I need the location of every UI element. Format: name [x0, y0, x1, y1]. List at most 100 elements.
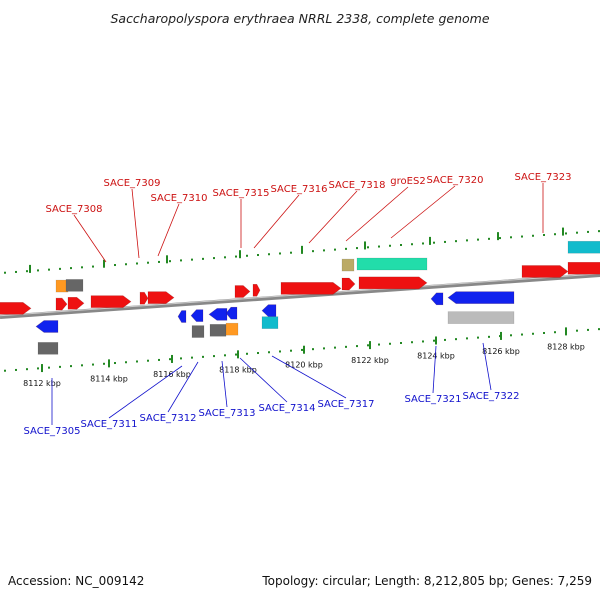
- map-title: Saccharopolyspora erythraea NRRL 2338, c…: [110, 11, 489, 26]
- scale-tick-label: 8126 kbp: [482, 347, 520, 356]
- forward-gene-arrow: [358, 276, 428, 290]
- label-connector: [308, 190, 358, 244]
- scale-dot-top: [532, 234, 534, 237]
- scale-dot-top: [444, 240, 446, 243]
- scale-dot-top: [521, 235, 523, 238]
- scale-dot-bottom: [180, 357, 182, 360]
- scale-dot-bottom: [389, 342, 391, 345]
- scale-dot-top: [26, 270, 28, 273]
- label-connector: [482, 342, 492, 391]
- forward-gene-arrow: [67, 296, 85, 310]
- scale-dot-top: [213, 257, 215, 260]
- scale-dot-top: [158, 260, 160, 263]
- scale-dot-top: [37, 269, 39, 272]
- reverse-gene-arrow: [190, 309, 204, 322]
- scale-dot-top: [136, 262, 138, 265]
- label-connector: [390, 185, 456, 239]
- cyan-gene-box: [261, 316, 279, 329]
- scale-dot-top: [312, 250, 314, 253]
- gene-label-top: SACE_7310: [151, 193, 208, 204]
- scale-dot-top: [191, 258, 193, 261]
- label-connector: [271, 355, 347, 399]
- scale-dot-bottom: [356, 345, 358, 348]
- gene-label-top: SACE_7309: [104, 178, 161, 189]
- label-connector: [167, 361, 199, 413]
- gene-label-bottom: SACE_7317: [318, 399, 375, 410]
- reverse-gene-arrow: [35, 320, 59, 333]
- scale-dot-top: [543, 233, 545, 236]
- forward-gene-arrow: [341, 277, 356, 291]
- scale-dot-bottom: [147, 359, 149, 362]
- green-gene-box: [356, 257, 428, 271]
- scale-dot-top: [587, 230, 589, 233]
- gene-label-top: SACE_7318: [329, 180, 386, 191]
- scale-tick-label: 8112 kbp: [23, 379, 61, 388]
- scale-dot-bottom: [224, 354, 226, 357]
- gene-label-bottom: SACE_7313: [199, 408, 256, 419]
- scale-dot-top: [279, 252, 281, 255]
- scale-dot-top: [367, 246, 369, 249]
- orange-gene-box: [225, 322, 239, 336]
- scale-dot-bottom: [554, 331, 556, 334]
- scale-dot-top: [554, 233, 556, 236]
- scale-dot-top: [235, 255, 237, 258]
- label-connector: [253, 194, 300, 249]
- gene-label-top: SACE_7308: [46, 204, 103, 215]
- track-layer: [0, 273, 600, 319]
- scale-dot-bottom: [15, 368, 17, 371]
- gene-label-bottom: SACE_7322: [463, 391, 520, 402]
- gene-features: [0, 240, 600, 355]
- scale-dot-bottom: [521, 333, 523, 336]
- scale-dot-bottom: [312, 348, 314, 351]
- scale-dot-top: [125, 263, 127, 266]
- reverse-gene-arrow: [225, 306, 238, 320]
- scale-dot-bottom: [59, 365, 61, 368]
- scale-dot-bottom: [246, 352, 248, 355]
- reverse-gene-arrow: [430, 292, 444, 306]
- scale-tick-label: 8124 kbp: [417, 351, 455, 360]
- gene-label-bottom: SACE_7321: [405, 394, 462, 405]
- scale-dot-top: [378, 245, 380, 248]
- label-connector: [239, 357, 288, 403]
- label-connector: [157, 203, 180, 257]
- scale-dot-top: [345, 247, 347, 250]
- scale-dot-top: [246, 254, 248, 257]
- scale-dot-top: [15, 270, 17, 273]
- scale-dot-bottom: [136, 360, 138, 363]
- scale-dot-top: [323, 249, 325, 252]
- scale-tick-label: 8120 kbp: [285, 361, 323, 370]
- scale-dot-top: [598, 230, 600, 233]
- forward-gene-arrow: [0, 302, 32, 315]
- scale-dot-bottom: [466, 337, 468, 340]
- forward-gene-arrow: [55, 297, 68, 311]
- reverse-gene-arrow: [447, 291, 515, 304]
- scale-tick-label: 8128 kbp: [547, 342, 585, 351]
- scale-dot-top: [257, 254, 259, 257]
- scale-dot-top: [411, 243, 413, 246]
- scale-dot-top: [70, 267, 72, 270]
- gray-gene-box: [209, 323, 227, 337]
- scale-dot-top: [59, 267, 61, 270]
- gray-gene-box: [37, 342, 59, 355]
- scale-dot-top: [477, 238, 479, 241]
- scale-dot-top: [334, 248, 336, 251]
- label-connector: [73, 214, 107, 263]
- forward-gene-arrow: [252, 283, 261, 297]
- scale-dot-bottom: [587, 328, 589, 331]
- gene-label-bottom: SACE_7311: [81, 419, 138, 430]
- scale-dot-bottom: [290, 349, 292, 352]
- scale-dot-bottom: [378, 343, 380, 346]
- label-connector: [432, 345, 437, 394]
- scale-dot-bottom: [444, 338, 446, 341]
- scale-dot-top: [433, 241, 435, 244]
- gene-label-bottom: SACE_7305: [24, 426, 81, 437]
- scale-dot-bottom: [81, 364, 83, 367]
- scale-dot-top: [565, 232, 567, 235]
- scale-dot-bottom: [169, 358, 171, 361]
- scale-dot-bottom: [455, 338, 457, 341]
- scale-dot-top: [224, 256, 226, 259]
- label-connector: [221, 360, 228, 408]
- scale-dot-bottom: [279, 350, 281, 353]
- genome-backbone: [0, 273, 600, 319]
